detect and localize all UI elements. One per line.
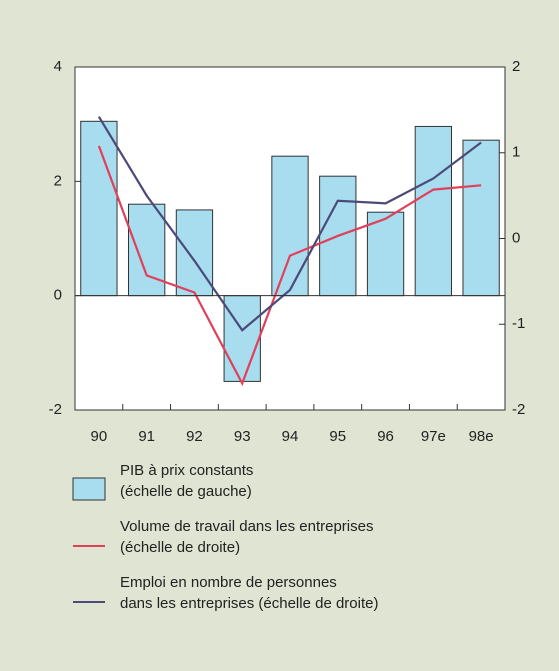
y-tick-label: 4 [54,58,62,75]
bar [175,209,214,297]
legend-label: Emploi en nombre de personnes dans les en… [120,574,378,612]
x-tick-label: 90 [91,428,108,445]
x-tick-label: 98e [469,428,494,445]
y-tick-label: 2 [54,172,62,189]
bar [80,120,118,297]
legend-label: Volume de travail dans les entreprises (é… [120,518,373,556]
x-tick-label: 95 [329,428,346,445]
x-tick-label: 91 [138,428,155,445]
y-tick-label: -2 [49,401,62,418]
bar [271,155,309,297]
x-tick-label: 94 [282,428,299,445]
x-tick-label: 96 [377,428,394,445]
y2-tick-label: 1 [512,144,520,161]
bar [128,203,166,297]
y2-tick-label: -1 [512,315,525,332]
line [97,116,482,332]
line [97,145,482,387]
y2-tick-label: 2 [512,58,520,75]
x-tick-label: 92 [186,428,203,445]
x-tick-label: 93 [234,428,251,445]
y2-tick-label: -2 [512,401,525,418]
bar [414,125,452,297]
legend-label: PIB à prix constants (échelle de gauche) [120,462,253,500]
y2-tick-label: 0 [512,229,520,246]
x-tick-label: 97e [421,428,446,445]
y-tick-label: 0 [54,287,62,304]
bar [223,295,261,382]
bar [462,139,500,297]
legend-swatch [72,477,106,501]
bar [366,211,405,297]
